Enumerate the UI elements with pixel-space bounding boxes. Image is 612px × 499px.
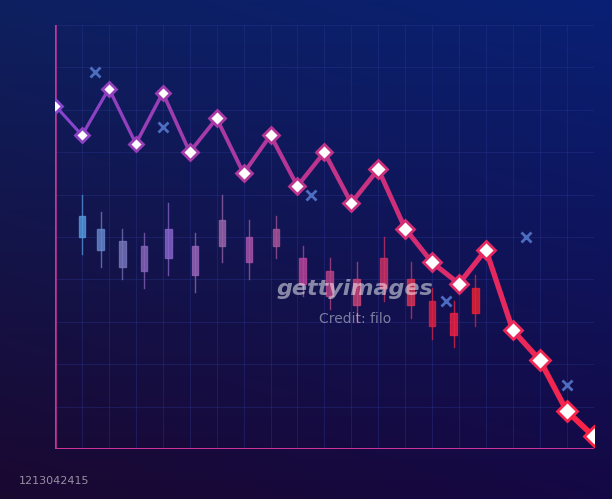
Text: gettyimages: gettyimages	[277, 279, 433, 299]
Bar	[272, 229, 279, 246]
Text: Credit: filo: Credit: filo	[319, 312, 391, 326]
Bar	[353, 279, 360, 305]
Text: 1213042415: 1213042415	[18, 476, 89, 486]
Bar	[192, 246, 198, 275]
Bar	[428, 300, 436, 326]
Bar	[245, 237, 252, 262]
Bar	[450, 313, 457, 335]
Bar	[299, 258, 306, 283]
Bar	[218, 220, 225, 246]
Bar	[78, 216, 85, 237]
Bar	[472, 288, 479, 313]
Bar	[380, 258, 387, 288]
Bar	[165, 229, 171, 258]
Bar	[119, 241, 126, 266]
Bar	[141, 246, 147, 271]
Bar	[326, 271, 333, 296]
Bar	[97, 229, 104, 250]
Bar	[407, 279, 414, 305]
